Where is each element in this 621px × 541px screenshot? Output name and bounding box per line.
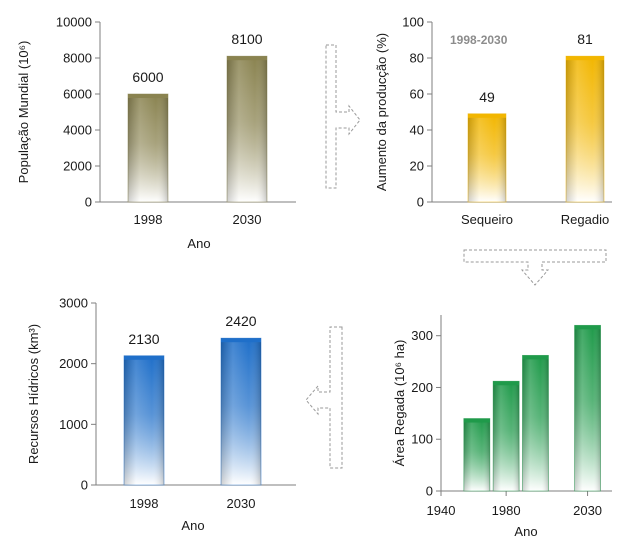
- x-category-label: 1998: [134, 212, 163, 227]
- x-tick-label: 1940: [427, 503, 456, 518]
- data-label: 2420: [225, 313, 256, 329]
- x-category-label: Sequeiro: [461, 212, 513, 227]
- bar-shade: [227, 56, 267, 203]
- bar-cap: [463, 418, 490, 423]
- irrigated-chart: 0 100 200 300 Área Regada (10⁶ ha) 1940 1980 20…: [392, 315, 612, 539]
- x-axis-label: Ano: [181, 518, 204, 533]
- y-tick-label: 100: [402, 15, 424, 30]
- y-axis-label: Aumento da producção (%): [374, 33, 389, 191]
- y-axis-label: Área Regada (10⁶ ha): [392, 340, 407, 467]
- bar: [127, 93, 169, 203]
- data-label: 49: [479, 89, 495, 105]
- y-tick-label: 0: [85, 195, 92, 210]
- y-tick-label: 60: [410, 87, 424, 102]
- bar-shade: [574, 325, 601, 491]
- y-tick-label: 80: [410, 51, 424, 66]
- production-chart: 0 20 40 60 80 100 Aumento da producção (%) 49 Se…: [374, 15, 612, 227]
- y-axis-label: População Mundial (10⁶): [16, 41, 31, 184]
- bar-shade: [493, 381, 520, 491]
- x-category-label: Regadio: [561, 212, 609, 227]
- x-category-label: 2030: [227, 496, 256, 511]
- bar-shade: [566, 56, 604, 203]
- x-axis-label: Ano: [187, 236, 210, 251]
- y-tick-label: 200: [411, 380, 433, 395]
- y-tick-label: 20: [410, 159, 424, 174]
- data-label: 81: [577, 31, 593, 47]
- y-tick-label: 8000: [63, 51, 92, 66]
- bar: [522, 354, 549, 492]
- y-tick-label: 0: [426, 484, 433, 499]
- y-axis-label: Recursos Hídricos (km³): [26, 324, 41, 464]
- y-tick-label: 100: [411, 432, 433, 447]
- bar: [492, 380, 520, 492]
- period-annotation: 1998-2030: [450, 33, 508, 47]
- y-tick-label: 3000: [59, 296, 88, 311]
- x-category-label: 1998: [130, 496, 159, 511]
- x-tick-label: 2030: [573, 503, 602, 518]
- y-tick-label: 6000: [63, 87, 92, 102]
- x-category-label: 2030: [233, 212, 262, 227]
- y-tick-label: 1000: [59, 417, 88, 432]
- bar-cap: [574, 325, 601, 330]
- y-tick-label: 300: [411, 328, 433, 343]
- bar-cap: [522, 355, 549, 360]
- bar-shade: [124, 355, 164, 485]
- bar: [463, 418, 491, 492]
- y-tick-label: 0: [417, 195, 424, 210]
- bar: [565, 55, 605, 203]
- bar-shade: [522, 355, 549, 491]
- flow-arrow-right-icon: [325, 44, 361, 189]
- bar-cap: [468, 113, 506, 118]
- bar-cap: [221, 338, 261, 343]
- bar-cap: [227, 56, 267, 61]
- water-chart: 0 1000 2000 3000 Recursos Hídricos (km³) 2130…: [26, 296, 296, 533]
- population-chart: 0 2000 4000 6000 8000 10000 População Mundial …: [16, 15, 296, 251]
- bar-shade: [221, 338, 261, 485]
- x-tick-label: 1980: [492, 503, 521, 518]
- bar: [220, 337, 262, 486]
- bar-shade: [463, 418, 490, 491]
- y-tick-label: 40: [410, 123, 424, 138]
- bar: [226, 55, 268, 203]
- bar-cap: [128, 94, 168, 98]
- bar: [123, 355, 165, 486]
- data-label: 2130: [128, 331, 159, 347]
- data-label: 8100: [231, 31, 262, 47]
- flow-arrow-left-icon: [305, 326, 343, 469]
- y-tick-label: 2000: [59, 356, 88, 371]
- y-tick-label: 4000: [63, 123, 92, 138]
- data-label: 6000: [132, 69, 163, 85]
- y-tick-label: 2000: [63, 159, 92, 174]
- bar-shade: [128, 94, 168, 202]
- flow-arrow-down-icon: [463, 249, 607, 286]
- bar-shade: [468, 113, 506, 202]
- y-tick-label: 10000: [56, 15, 92, 30]
- bar: [574, 324, 601, 492]
- bar: [467, 113, 507, 203]
- bar-cap: [124, 355, 164, 360]
- x-axis-label: Ano: [514, 524, 537, 539]
- y-tick-label: 0: [81, 478, 88, 493]
- bar-cap: [493, 381, 520, 386]
- bar-cap: [566, 56, 604, 61]
